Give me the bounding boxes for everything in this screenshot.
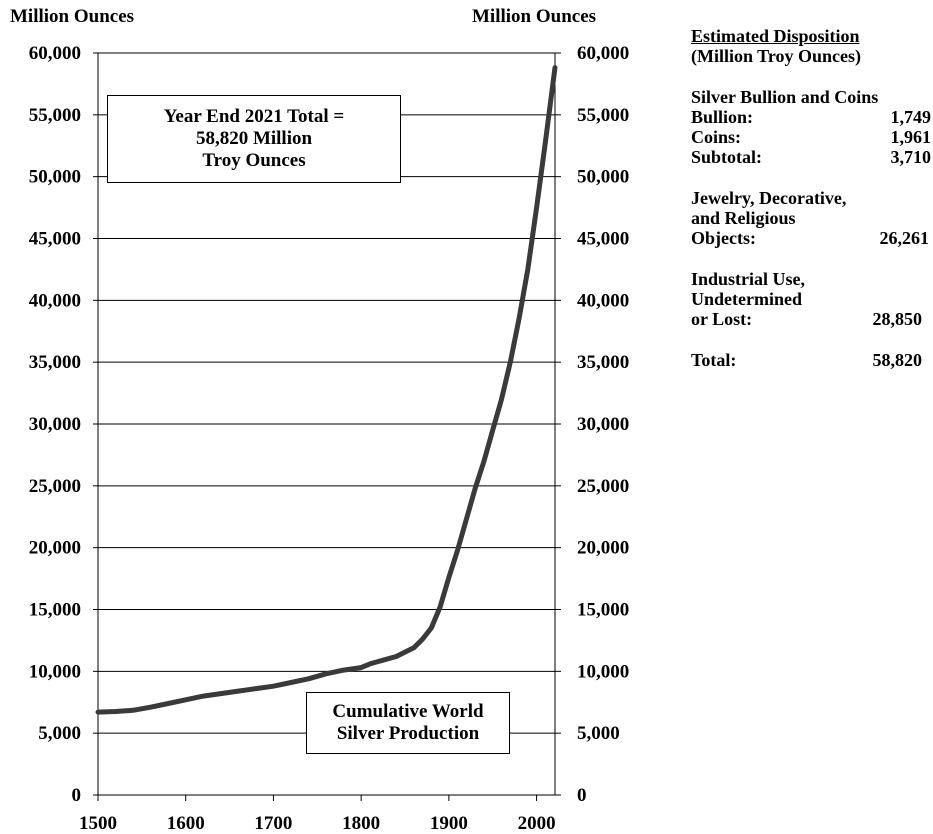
jewelry-line-1: Jewelry, Decorative, [691,188,847,208]
total-value: 58,820 [872,350,923,370]
left-tick-label: 60,000 [29,43,81,64]
right-tick-label: 55,000 [577,105,629,126]
right-tick-label: 35,000 [577,352,629,373]
subtotal-row: Subtotal: 3,710 [691,147,931,167]
x-tick-label: 1500 [79,813,117,834]
left-axis-title: Million Ounces [10,6,135,27]
disposition-heading: Estimated Disposition [691,26,860,46]
series [95,65,558,715]
series-line-1: Cumulative World [332,701,484,722]
total-line-1: Year End 2021 Total = [163,106,345,127]
right-tick-label: 15,000 [577,600,629,621]
jewelry-line-2: and Religious [691,208,796,228]
total-row: Total: 58,820 [691,350,931,370]
jewelry-row: Objects: 26,261 [691,228,931,248]
total-line-2: 58,820 Million [195,128,313,149]
left-tick-label: 15,000 [29,600,81,621]
industrial-row: or Lost: 28,850 [691,309,931,329]
left-tick-label: 50,000 [29,167,81,188]
left-tick-label: 30,000 [29,414,81,435]
bullion-row: Bullion: 1,749 [691,107,931,127]
coins-row: Coins: 1,961 [691,127,931,147]
coins-value: 1,961 [890,127,932,147]
left-tick-label: 5,000 [38,723,81,744]
disposition-subheading: (Million Troy Ounces) [691,46,862,66]
left-tick-label: 20,000 [29,538,81,559]
left-tick-label: 45,000 [29,229,81,250]
series-line-2: Silver Production [336,723,480,744]
right-tick-label: 45,000 [577,229,629,250]
jewelry-label: Objects: [691,228,756,248]
x-tick-label: 1700 [254,813,292,834]
bullion-coins-heading: Silver Bullion and Coins [691,87,879,107]
industrial-label: or Lost: [691,309,753,329]
total-line-3: Troy Ounces [202,150,306,171]
right-tick-label: 30,000 [577,414,629,435]
industrial-value: 28,850 [872,309,923,329]
right-tick-label: 0 [577,785,587,806]
bullion-value: 1,749 [890,107,932,127]
left-tick-label: 40,000 [29,290,81,311]
right-tick-label: 25,000 [577,476,629,497]
right-tick-label: 40,000 [577,290,629,311]
right-tick-label: 10,000 [577,661,629,682]
right-tick-label: 60,000 [577,43,629,64]
left-tick-label: 25,000 [29,476,81,497]
left-tick-label: 55,000 [29,105,81,126]
subtotal-label: Subtotal: [691,147,763,167]
disposition-panel: Estimated Disposition (Million Troy Ounc… [691,26,931,370]
x-tick-label: 1900 [430,813,468,834]
axes [93,52,561,801]
left-tick-label: 10,000 [29,661,81,682]
coins-label: Coins: [691,127,742,147]
right-tick-label: 20,000 [577,538,629,559]
total-label: Total: [691,350,737,370]
series-line [95,65,558,715]
tick-labels: 0 0 5,000 5,000 10,000 10,000 15,000 15,000 20,0… [29,43,630,834]
industrial-line-2: Undetermined [691,289,802,309]
x-tick-label: 2000 [518,813,556,834]
right-tick-label: 50,000 [577,167,629,188]
subtotal-value: 3,710 [890,147,932,167]
total-annotation-box: Year End 2021 Total = 58,820 Million Tro… [107,95,401,183]
jewelry-value: 26,261 [879,228,930,248]
right-tick-label: 5,000 [577,723,620,744]
x-tick-label: 1800 [342,813,380,834]
right-axis-title: Million Ounces [472,6,597,27]
series-annotation-box: Cumulative World Silver Production [306,692,510,754]
bullion-label: Bullion: [691,107,754,127]
left-tick-label: 0 [72,785,82,806]
x-tick-label: 1600 [167,813,205,834]
industrial-line-1: Industrial Use, [691,269,806,289]
left-tick-label: 35,000 [29,352,81,373]
